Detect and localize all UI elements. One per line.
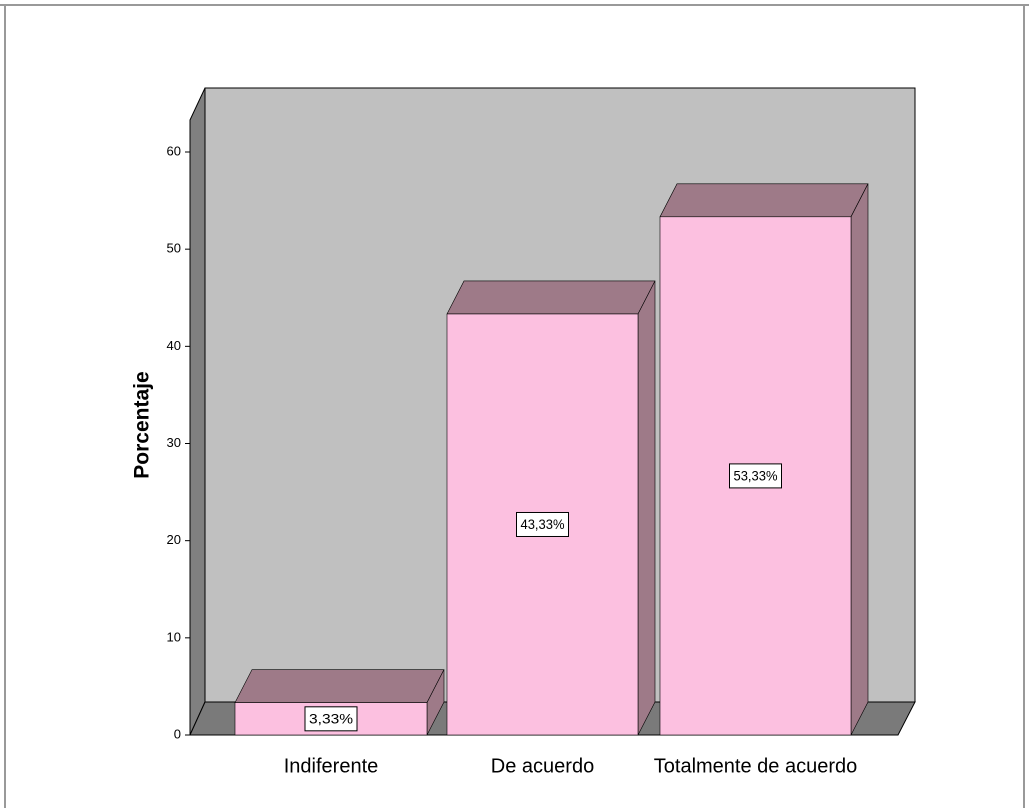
y-tick-label: 20: [167, 532, 181, 547]
value-label: 53,33%: [734, 468, 778, 484]
y-tick-label: 0: [174, 726, 181, 741]
y-axis-label: Porcentaje: [131, 371, 154, 478]
y-tick-label: 60: [167, 143, 181, 158]
bar-top: [234, 669, 445, 703]
value-label: 3,33%: [309, 711, 353, 727]
x-tick-label: Totalmente de acuerdo: [654, 755, 857, 777]
x-tick-label: De acuerdo: [491, 755, 594, 777]
y-tick-label: 50: [167, 241, 181, 256]
bar-top: [446, 280, 656, 315]
x-tick-label: Indiferente: [284, 755, 379, 777]
value-label: 43,33%: [521, 516, 565, 532]
value-label-box: [729, 463, 782, 489]
value-label-box: [304, 706, 358, 732]
left-wall: [189, 87, 206, 736]
bar-top: [659, 183, 869, 218]
y-tick-label: 30: [167, 435, 181, 450]
y-tick-label: 40: [167, 338, 181, 353]
bar-side: [637, 280, 656, 736]
y-tick-label: 10: [167, 629, 181, 644]
value-label-box: [516, 511, 569, 537]
bar-side: [850, 183, 869, 736]
